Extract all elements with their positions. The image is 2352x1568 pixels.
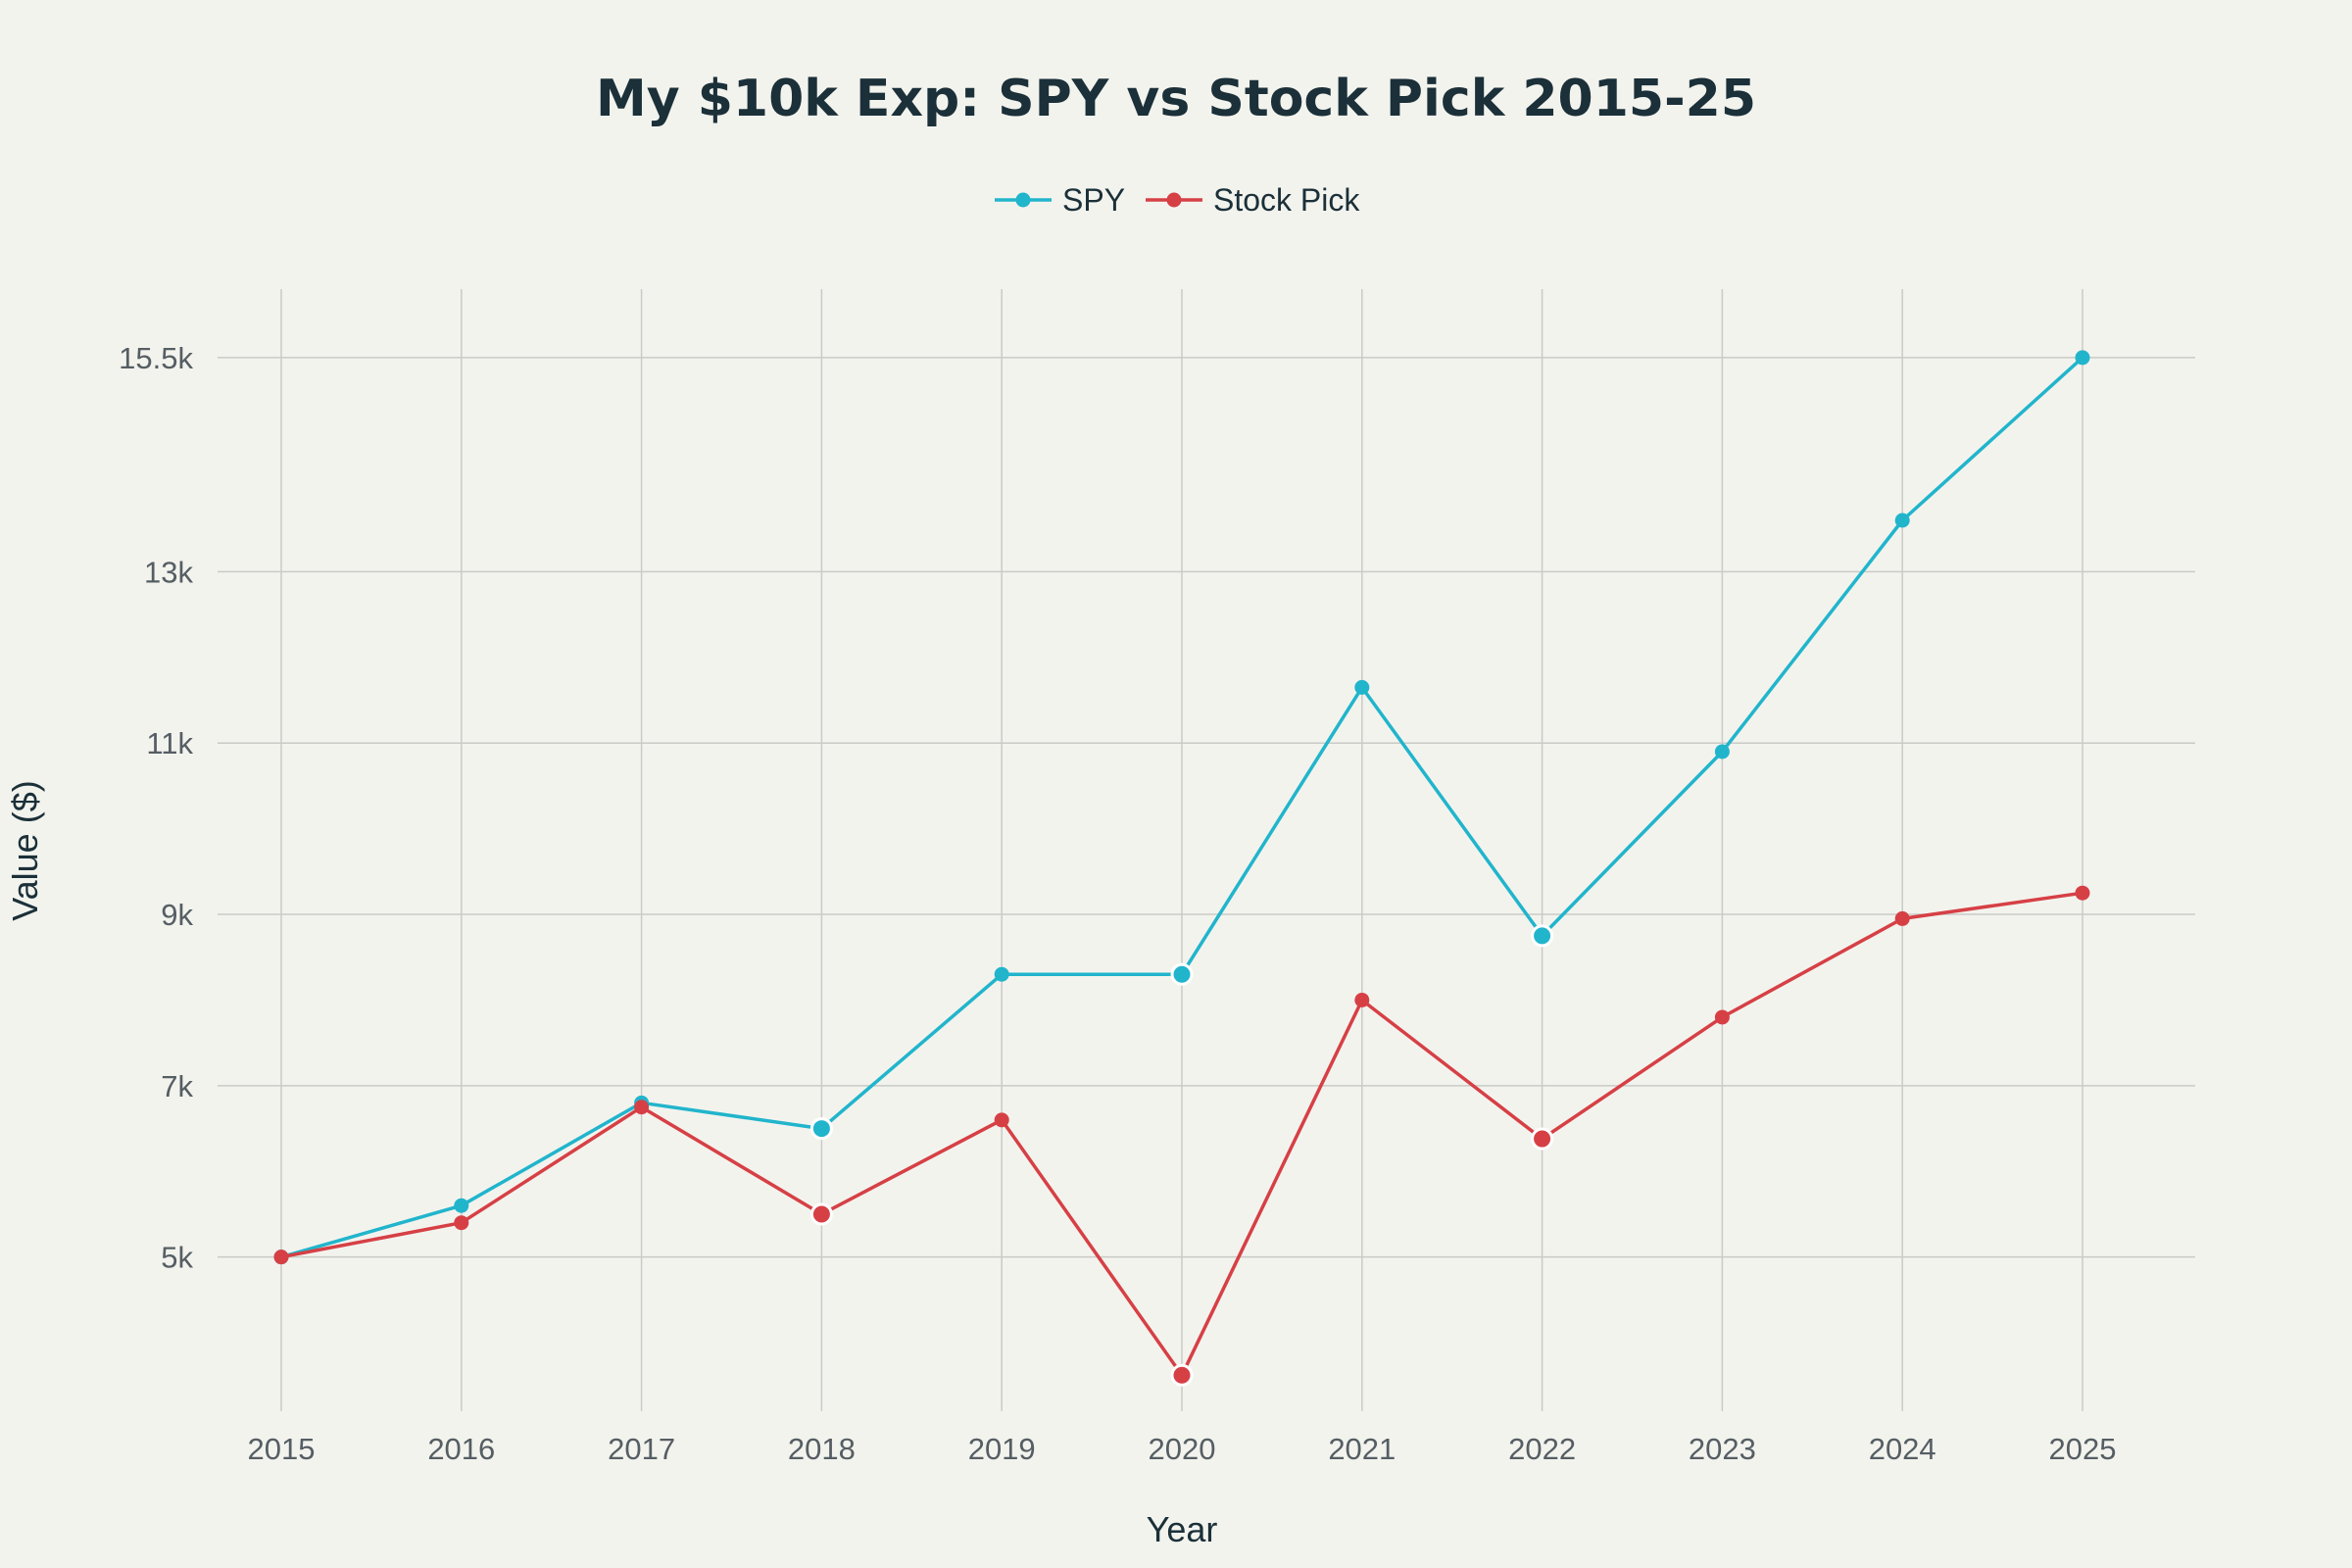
data-point-spy[interactable]: [1170, 962, 1194, 986]
data-point-spy[interactable]: [809, 1117, 833, 1141]
legend-label-spy: SPY: [1062, 182, 1125, 218]
x-tick-label: 2025: [2049, 1432, 2117, 1466]
data-point-stock-pick[interactable]: [634, 1100, 650, 1115]
data-point-stock-pick[interactable]: [809, 1202, 833, 1226]
x-axis-ticks: 2015 2016 2017 2018 2019 2020 2021 2022 2023 2024…: [248, 1432, 2117, 1466]
y-tick-label: 7k: [161, 1069, 193, 1103]
data-point-stock-pick[interactable]: [454, 1215, 469, 1231]
legend-item-stock-pick[interactable]: Stock Pick: [1146, 182, 1360, 218]
legend-marker-spy: [1015, 192, 1031, 208]
x-axis-title: Year: [1147, 1509, 1218, 1549]
data-point-stock-pick[interactable]: [2075, 885, 2090, 901]
y-tick-label: 15.5k: [119, 341, 193, 375]
data-point-stock-pick[interactable]: [1531, 1127, 1554, 1151]
legend-item-spy[interactable]: SPY: [995, 182, 1125, 218]
x-tick-label: 2017: [608, 1432, 675, 1466]
data-point-spy[interactable]: [1894, 513, 1910, 528]
data-point-spy[interactable]: [994, 966, 1009, 982]
x-tick-label: 2019: [968, 1432, 1036, 1466]
series-layer: [273, 350, 2090, 1387]
y-tick-label: 13k: [144, 555, 193, 589]
y-axis-title: Value ($): [5, 780, 45, 920]
y-tick-label: 5k: [161, 1241, 193, 1275]
data-point-spy[interactable]: [1531, 924, 1554, 948]
data-point-spy[interactable]: [1354, 679, 1370, 695]
y-tick-label: 9k: [161, 898, 193, 932]
x-tick-label: 2023: [1689, 1432, 1756, 1466]
data-point-stock-pick[interactable]: [994, 1112, 1009, 1128]
x-tick-label: 2020: [1149, 1432, 1216, 1466]
x-tick-label: 2022: [1508, 1432, 1576, 1466]
x-tick-label: 2024: [1869, 1432, 1936, 1466]
series-stock-pick: [273, 885, 2090, 1387]
data-point-stock-pick[interactable]: [1354, 992, 1370, 1007]
y-tick-label: 11k: [146, 726, 193, 760]
data-point-spy[interactable]: [454, 1198, 469, 1213]
y-axis-ticks: 5k 7k 9k 11k 13k 15.5k: [119, 341, 193, 1275]
legend-label-stock-pick: Stock Pick: [1213, 182, 1360, 218]
data-point-stock-pick[interactable]: [273, 1250, 289, 1265]
x-tick-label: 2021: [1328, 1432, 1396, 1466]
data-point-stock-pick[interactable]: [1714, 1009, 1730, 1025]
legend: SPY Stock Pick: [995, 182, 1360, 218]
x-tick-label: 2015: [248, 1432, 316, 1466]
data-point-spy[interactable]: [2075, 350, 2090, 366]
chart-title: My $10k Exp: SPY vs Stock Pick 2015-25: [596, 70, 1756, 128]
grid: [218, 289, 2195, 1411]
x-tick-label: 2018: [788, 1432, 856, 1466]
data-point-stock-pick[interactable]: [1170, 1363, 1194, 1387]
data-point-stock-pick[interactable]: [1894, 910, 1910, 926]
data-point-spy[interactable]: [1714, 744, 1730, 760]
x-tick-label: 2016: [427, 1432, 495, 1466]
legend-marker-stock-pick: [1166, 192, 1182, 208]
